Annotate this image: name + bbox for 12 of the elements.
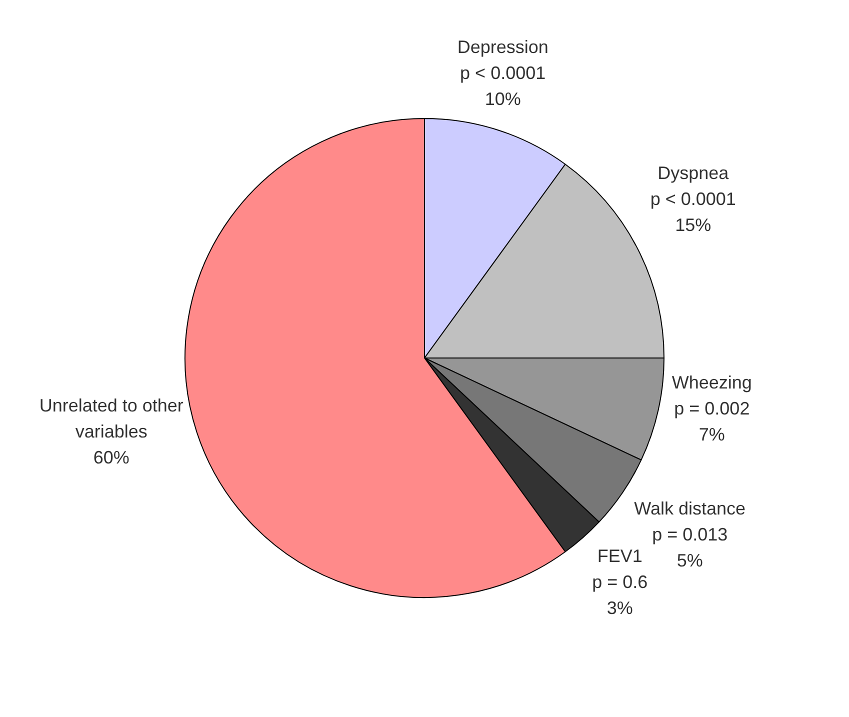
slice-label: FEV1 p = 0.6: [592, 546, 648, 592]
data-label: 15%: [675, 214, 712, 235]
data-label: 5%: [676, 550, 703, 570]
data-label: 60%: [93, 447, 130, 468]
slice-label: Unrelated to other variables: [39, 395, 184, 442]
slice-label: Wheezing p = 0.002: [672, 372, 752, 418]
slice-label: Depression p < 0.0001: [457, 36, 548, 83]
slice-label: Dyspnea p < 0.0001: [650, 162, 736, 209]
slice-label: Walk distance p = 0.013: [634, 498, 746, 544]
data-label: 7%: [698, 424, 725, 444]
data-label: 3%: [606, 598, 633, 618]
data-label: 10%: [484, 88, 521, 109]
